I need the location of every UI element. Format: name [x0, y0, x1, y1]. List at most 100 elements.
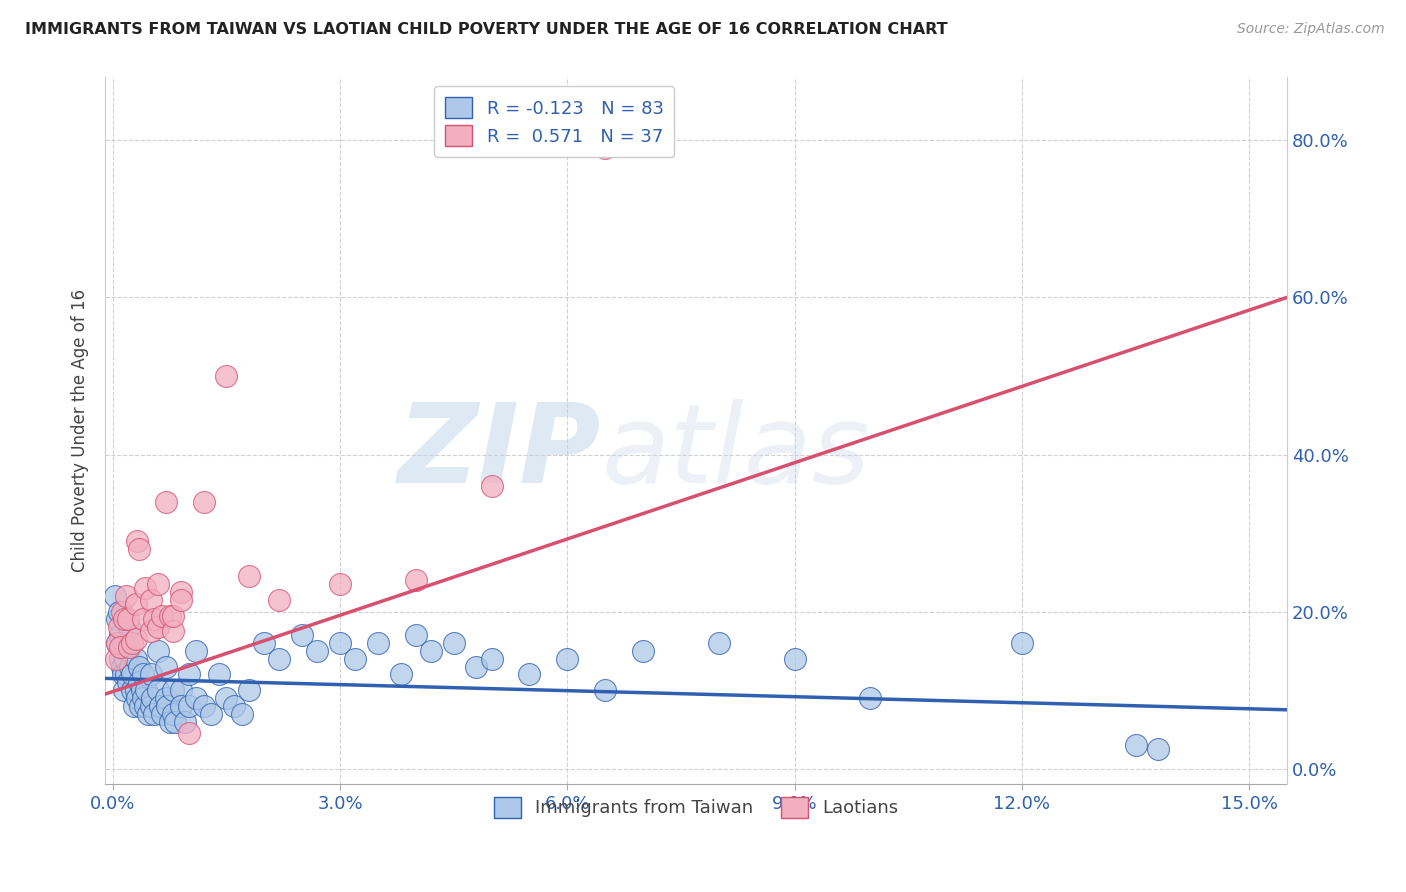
Point [105, 636, 128, 650]
Point [104, 589, 127, 603]
Point [420, 644, 443, 658]
Point [110, 628, 132, 642]
Point [112, 612, 135, 626]
Point [128, 659, 150, 673]
Point [108, 620, 131, 634]
Point [291, 628, 314, 642]
Point [177, 726, 200, 740]
Legend: Immigrants from Taiwan, Laotians: Immigrants from Taiwan, Laotians [486, 789, 905, 825]
Point [135, 683, 157, 698]
Point [155, 494, 177, 508]
Point [162, 608, 184, 623]
Point [859, 691, 882, 706]
Point [170, 585, 193, 599]
Point [481, 479, 503, 493]
Point [111, 659, 134, 673]
Point [143, 706, 166, 721]
Text: IMMIGRANTS FROM TAIWAN VS LAOTIAN CHILD POVERTY UNDER THE AGE OF 16 CORRELATION : IMMIGRANTS FROM TAIWAN VS LAOTIAN CHILD … [25, 22, 948, 37]
Point [150, 706, 173, 721]
Point [156, 698, 179, 713]
Point [329, 636, 352, 650]
Point [111, 605, 134, 619]
Point [148, 644, 170, 658]
Point [148, 577, 170, 591]
Point [405, 573, 427, 587]
Point [159, 608, 181, 623]
Point [121, 636, 143, 650]
Point [128, 675, 150, 690]
Point [170, 698, 193, 713]
Point [1147, 742, 1170, 756]
Point [134, 698, 156, 713]
Point [139, 667, 162, 681]
Point [307, 644, 329, 658]
Point [163, 714, 186, 729]
Point [173, 714, 195, 729]
Point [132, 667, 155, 681]
Point [593, 683, 616, 698]
Point [162, 624, 184, 639]
Point [104, 652, 127, 666]
Point [200, 706, 222, 721]
Point [132, 612, 155, 626]
Point [121, 667, 143, 681]
Point [134, 581, 156, 595]
Point [131, 683, 153, 698]
Point [124, 597, 146, 611]
Point [1011, 636, 1033, 650]
Point [121, 683, 143, 698]
Point [110, 640, 132, 654]
Point [184, 691, 207, 706]
Point [115, 667, 138, 681]
Point [117, 675, 139, 690]
Point [631, 644, 654, 658]
Point [269, 652, 291, 666]
Point [117, 612, 139, 626]
Point [125, 691, 148, 706]
Point [150, 608, 173, 623]
Point [159, 714, 181, 729]
Point [118, 620, 141, 634]
Point [143, 612, 166, 626]
Text: ZIP: ZIP [398, 399, 602, 506]
Point [231, 706, 253, 721]
Point [344, 652, 367, 666]
Point [215, 691, 238, 706]
Point [114, 652, 136, 666]
Point [129, 698, 152, 713]
Point [124, 652, 146, 666]
Point [1125, 738, 1147, 752]
Point [170, 592, 193, 607]
Point [105, 636, 128, 650]
Point [184, 644, 207, 658]
Point [139, 624, 162, 639]
Point [112, 683, 135, 698]
Point [110, 652, 132, 666]
Point [177, 698, 200, 713]
Point [329, 577, 352, 591]
Point [124, 683, 146, 698]
Point [122, 698, 145, 713]
Point [253, 636, 276, 650]
Point [141, 691, 163, 706]
Point [117, 644, 139, 658]
Point [170, 683, 193, 698]
Point [593, 141, 616, 155]
Point [155, 691, 177, 706]
Point [193, 698, 215, 713]
Point [707, 636, 730, 650]
Point [155, 659, 177, 673]
Point [105, 612, 128, 626]
Point [148, 620, 170, 634]
Point [148, 683, 170, 698]
Point [193, 494, 215, 508]
Point [443, 636, 465, 650]
Point [519, 667, 541, 681]
Point [162, 706, 184, 721]
Point [389, 667, 412, 681]
Point [118, 640, 141, 654]
Point [125, 533, 148, 548]
Point [112, 667, 135, 681]
Point [128, 541, 150, 556]
Point [557, 652, 579, 666]
